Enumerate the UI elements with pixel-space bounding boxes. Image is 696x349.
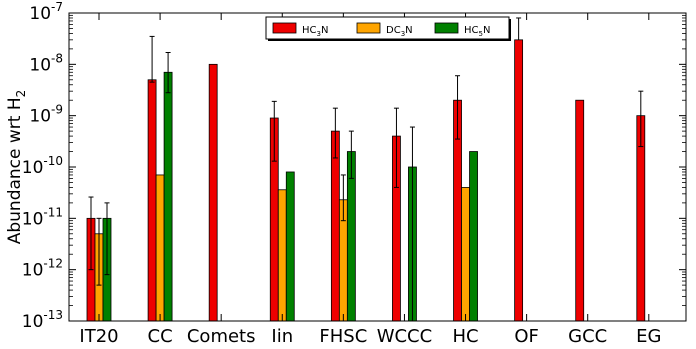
y-tick-label: 10-13 — [22, 308, 63, 332]
x-tick-label-it20: IT20 — [79, 326, 118, 347]
y-axis-ticks: 10-13 10-12 10-11 10-10 10-9 10-8 10-7 — [22, 0, 686, 332]
bar-hc5n-cc — [163, 71, 173, 322]
x-tick-label-eg: EG — [636, 326, 661, 347]
legend-label-hc5n: HC5N — [464, 25, 490, 38]
bar-hc3n-fhsc — [330, 130, 340, 322]
x-tick-label-cc: CC — [148, 326, 173, 347]
bar-dc3n-cc — [155, 174, 165, 322]
legend-box — [265, 16, 510, 40]
x-tick-label-comets: Comets — [187, 326, 256, 347]
x-tick-label-of: OF — [514, 326, 539, 347]
legend: HC3N DC3N HC5N — [265, 16, 511, 41]
bar-hc3n-cc — [147, 79, 157, 322]
y-tick-label: 10-8 — [29, 51, 63, 75]
x-axis-ticks: IT20 CC Comets Iin FHSC WCCC HC OF GCC EG — [79, 13, 661, 347]
bar-hc3n-comets — [208, 63, 218, 322]
y-tick-label: 10-9 — [29, 103, 63, 127]
y-axis-label: Abundance wrt H2 — [5, 90, 28, 245]
legend-swatch-hc3n — [272, 22, 297, 34]
error-bars-layer — [88, 17, 644, 322]
y-tick-label: 10-11 — [22, 205, 63, 229]
bars-layer — [86, 39, 646, 322]
x-tick-label-iin: Iin — [271, 326, 293, 347]
bar-dc3n-hc — [461, 187, 470, 322]
legend-swatch-dc3n — [356, 22, 381, 34]
bar-hc3n-of — [514, 39, 524, 322]
bar-hc5n-iin — [285, 171, 295, 322]
bar-hc5n-hc — [469, 151, 478, 322]
y-tick-label: 10-10 — [22, 154, 63, 178]
y-tick-label: 10-7 — [29, 0, 63, 24]
legend-swatch-hc5n — [434, 22, 459, 34]
x-tick-label-gcc: GCC — [568, 326, 607, 347]
x-tick-label-wccc: WCCC — [377, 326, 433, 347]
bar-dc3n-iin — [277, 189, 287, 322]
legend-label-dc3n: DC3N — [386, 25, 413, 38]
x-tick-label-fhsc: FHSC — [319, 326, 367, 347]
bar-hc3n-gcc — [575, 99, 585, 322]
legend-label-hc3n: HC3N — [302, 25, 328, 38]
y-tick-label: 10-12 — [22, 257, 63, 281]
x-tick-label-hc: HC — [452, 326, 478, 347]
